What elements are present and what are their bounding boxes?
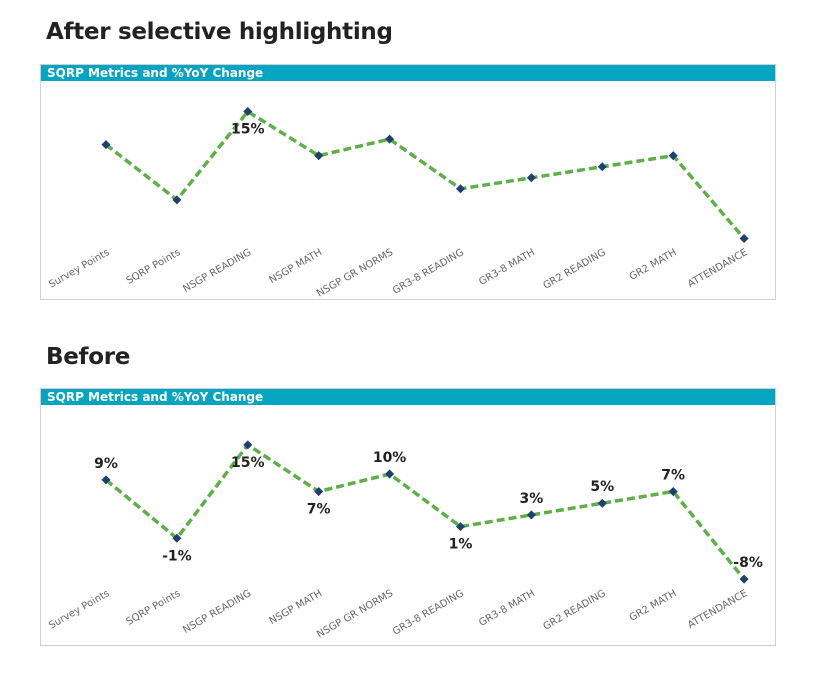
- heading-before: Before: [46, 344, 131, 370]
- data-point-marker[interactable]: [385, 469, 395, 479]
- data-label: 1%: [449, 537, 473, 553]
- data-label: 7%: [661, 468, 685, 484]
- chart-panel-before: SQRP Metrics and %YoY Change 9% -1% 15% 7% 1…: [40, 388, 776, 646]
- x-tick-label: NSGP READING: [181, 247, 253, 295]
- x-tick-label: SQRP Points: [125, 247, 183, 287]
- data-point-marker[interactable]: [101, 140, 111, 150]
- x-tick-label: GR3-8 READING: [391, 247, 466, 297]
- data-point-marker[interactable]: [526, 510, 536, 520]
- x-tick-label: GR2 MATH: [628, 588, 679, 624]
- data-point-marker[interactable]: [243, 106, 253, 117]
- x-tick-label: NSGP GR NORMS: [315, 588, 395, 640]
- x-tick-label: GR2 MATH: [628, 247, 679, 283]
- data-label: -8%: [733, 555, 763, 571]
- data-point-marker[interactable]: [526, 173, 536, 183]
- data-point-marker[interactable]: [172, 195, 182, 205]
- data-point-marker[interactable]: [314, 487, 324, 497]
- data-label: 7%: [307, 502, 331, 518]
- data-label: 3%: [520, 491, 544, 507]
- x-tick-label: GR2 READING: [541, 588, 607, 633]
- line-chart-before: 9% -1% 15% 7% 10% 1% 3% 5% 7% -8% Survey Points SQR…: [47, 440, 763, 641]
- data-point-marker[interactable]: [172, 533, 182, 543]
- x-tick-label: ATTENDANCE: [686, 247, 750, 290]
- chart-panel-after: SQRP Metrics and %YoY Change 15% Survey P…: [40, 64, 776, 300]
- data-label: 15%: [231, 122, 265, 138]
- x-tick-label: NSGP GR NORMS: [315, 247, 395, 299]
- x-tick-label: ATTENDANCE: [686, 588, 750, 631]
- data-point-marker[interactable]: [597, 498, 607, 508]
- x-tick-label: Survey Points: [47, 588, 111, 632]
- data-point-marker[interactable]: [455, 522, 466, 532]
- data-point-marker[interactable]: [455, 184, 466, 194]
- data-label: 15%: [231, 455, 265, 471]
- heading-after: After selective highlighting: [46, 19, 393, 45]
- data-point-marker[interactable]: [739, 574, 749, 584]
- x-tick-label: GR3-8 MATH: [477, 247, 537, 288]
- series-line: [104, 443, 746, 581]
- series-line: [104, 109, 746, 240]
- x-tick-label: NSGP READING: [181, 588, 253, 636]
- data-label: -1%: [162, 548, 192, 564]
- data-label: 5%: [590, 479, 614, 495]
- x-tick-label: SQRP Points: [125, 588, 183, 628]
- x-tick-label: NSGP MATH: [268, 247, 325, 286]
- data-point-marker[interactable]: [739, 233, 749, 244]
- x-tick-label: NSGP MATH: [268, 588, 325, 627]
- x-tick-label: GR3-8 READING: [391, 588, 466, 638]
- x-tick-label: GR3-8 MATH: [477, 588, 537, 629]
- chart-title: SQRP Metrics and %YoY Change: [41, 389, 775, 405]
- data-label: 9%: [94, 456, 118, 472]
- x-tick-label: Survey Points: [47, 247, 111, 291]
- data-label: 10%: [373, 450, 407, 466]
- data-point-marker[interactable]: [597, 162, 607, 172]
- chart-title: SQRP Metrics and %YoY Change: [41, 65, 775, 81]
- x-tick-label: GR2 READING: [541, 247, 607, 292]
- data-point-marker[interactable]: [314, 151, 324, 161]
